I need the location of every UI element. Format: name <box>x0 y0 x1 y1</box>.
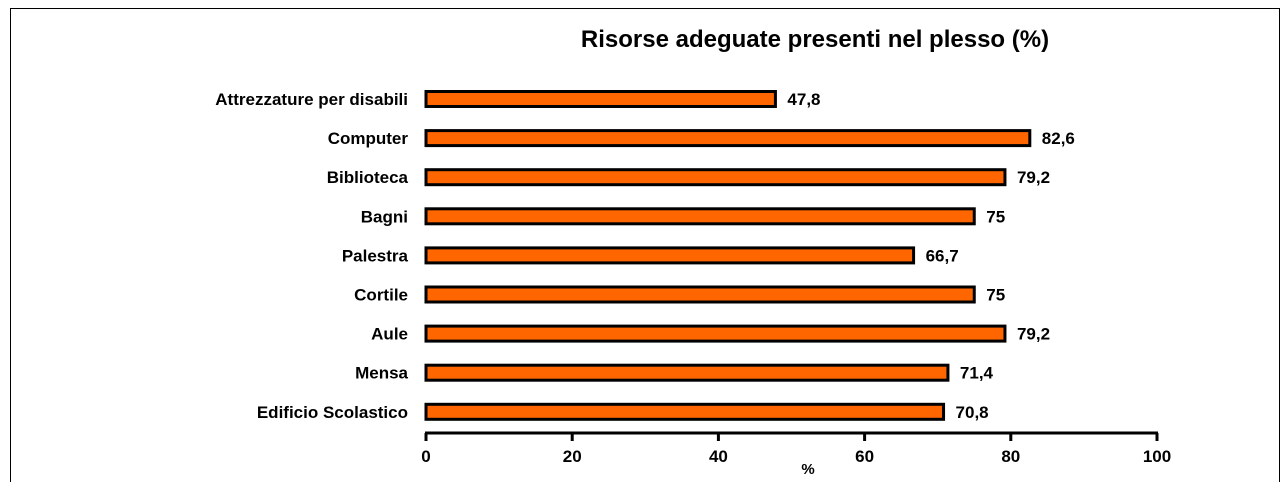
category-label: Computer <box>328 129 409 148</box>
category-label: Bagni <box>361 207 408 226</box>
x-tick-label: 20 <box>563 447 582 466</box>
chart-frame <box>10 8 1280 482</box>
category-label: Palestra <box>342 246 409 265</box>
chart-title: Risorse adeguate presenti nel plesso (%) <box>581 26 1049 53</box>
category-label: Cortile <box>354 286 408 305</box>
bar <box>424 168 1007 187</box>
category-label: Aule <box>371 325 408 344</box>
bar <box>424 246 916 265</box>
x-axis: 0 20 40 60 80 100 <box>421 431 1171 466</box>
category-label: Edificio Scolastico <box>257 403 408 422</box>
bar <box>424 363 950 382</box>
x-tick-label: 0 <box>421 447 430 466</box>
bars-group <box>424 90 1032 421</box>
value-label: 47,8 <box>787 90 820 109</box>
value-label: 70,8 <box>956 403 989 422</box>
category-labels: Attrezzature per disabili Computer Bibliot… <box>215 90 408 422</box>
category-label: Mensa <box>355 364 408 383</box>
value-label: 66,7 <box>926 246 959 265</box>
x-tick-label: 40 <box>709 447 728 466</box>
bar <box>424 207 976 226</box>
value-label: 75 <box>986 207 1005 226</box>
category-label: Attrezzature per disabili <box>215 90 408 109</box>
value-label: 71,4 <box>960 364 994 383</box>
value-label: 79,2 <box>1017 168 1050 187</box>
bar <box>424 324 1007 343</box>
x-axis-label: % <box>801 461 814 478</box>
bar <box>424 285 976 304</box>
value-label: 75 <box>986 286 1005 305</box>
bar <box>424 90 777 108</box>
x-tick-label: 60 <box>855 447 874 466</box>
bar <box>424 129 1032 148</box>
x-tick-label: 100 <box>1143 447 1171 466</box>
bar <box>424 402 946 421</box>
category-label: Biblioteca <box>327 168 409 187</box>
value-label: 82,6 <box>1042 129 1075 148</box>
value-label: 79,2 <box>1017 325 1050 344</box>
value-labels: 47,8 82,6 79,2 75 66,7 75 79,2 71,4 70,8 <box>787 90 1074 422</box>
x-tick-label: 80 <box>1001 447 1020 466</box>
